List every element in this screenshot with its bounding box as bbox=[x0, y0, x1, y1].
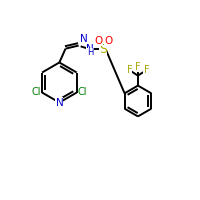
Text: F: F bbox=[135, 62, 141, 72]
Text: O: O bbox=[94, 36, 102, 46]
Text: F: F bbox=[127, 65, 132, 75]
Text: N: N bbox=[80, 34, 87, 44]
Text: S: S bbox=[99, 43, 107, 56]
Text: H: H bbox=[87, 48, 93, 57]
Text: F: F bbox=[144, 65, 149, 75]
Text: N: N bbox=[86, 44, 94, 54]
Text: O: O bbox=[104, 36, 112, 46]
Text: Cl: Cl bbox=[78, 87, 87, 97]
Text: N: N bbox=[56, 98, 63, 108]
Text: Cl: Cl bbox=[31, 87, 41, 97]
